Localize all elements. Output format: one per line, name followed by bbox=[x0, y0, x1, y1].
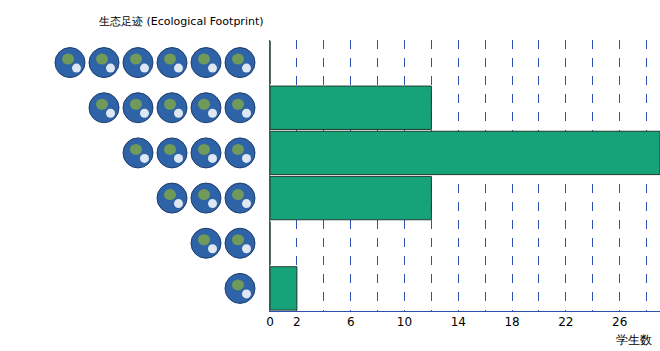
svg-text:10: 10 bbox=[397, 315, 412, 329]
svg-text:2: 2 bbox=[293, 315, 301, 329]
svg-text:学生数: 学生数 bbox=[616, 333, 652, 347]
svg-text:0: 0 bbox=[266, 315, 274, 329]
svg-text:6: 6 bbox=[347, 315, 355, 329]
svg-text:生态足迹 (Ecological Footprint): 生态足迹 (Ecological Footprint) bbox=[99, 15, 264, 28]
svg-text:22: 22 bbox=[558, 315, 573, 329]
svg-text:26: 26 bbox=[612, 315, 627, 329]
svg-text:14: 14 bbox=[451, 315, 466, 329]
svg-text:18: 18 bbox=[504, 315, 519, 329]
